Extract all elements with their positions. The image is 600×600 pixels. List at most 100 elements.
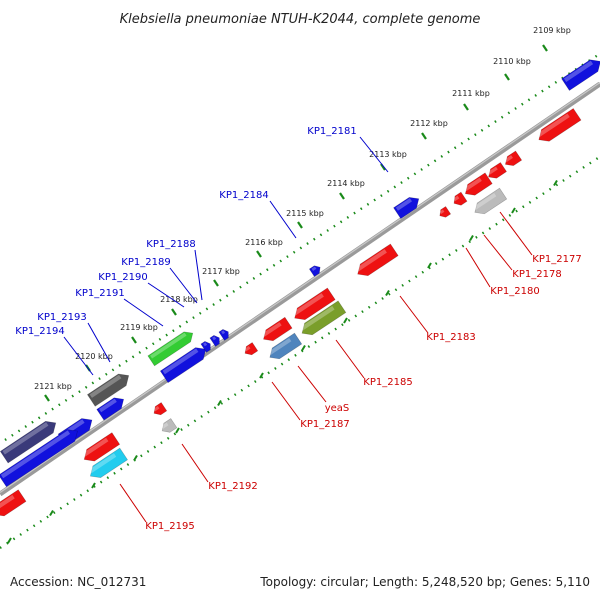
gene-fwd-2193[interactable] bbox=[96, 394, 128, 421]
forward-gene-label[interactable]: KP1_2184 bbox=[219, 190, 268, 201]
reverse-gene-label[interactable]: KP1_2178 bbox=[512, 269, 561, 280]
gene-fwd-2189[interactable] bbox=[200, 340, 213, 353]
gene-rev-small-shine bbox=[439, 209, 445, 214]
kbp-tick-mark bbox=[256, 250, 262, 258]
kbp-tick-label: 2116 kbp bbox=[245, 238, 283, 247]
gene-rev-2180[interactable] bbox=[451, 191, 468, 208]
map-title: Klebsiella pneumoniae NTUH-K2044, comple… bbox=[120, 12, 481, 27]
gene-fwd-2188-shine bbox=[162, 348, 199, 375]
gene-rev-2185b[interactable] bbox=[298, 300, 347, 339]
gene-rev-2192-shine bbox=[153, 406, 160, 412]
kbp-tick-label: 2121 kbp bbox=[34, 382, 72, 391]
gene-rev-gray-body bbox=[474, 187, 508, 215]
gene-rev-2177a-shine bbox=[537, 113, 570, 138]
gene-rev-2187b-body bbox=[244, 342, 259, 356]
gene-rev-2178a-shine bbox=[487, 166, 498, 175]
forward-gene-label[interactable]: KP1_2188 bbox=[146, 239, 195, 250]
forward-gene-label[interactable]: KP1_2189 bbox=[121, 257, 170, 268]
forward-gene-label[interactable]: KP1_2194 bbox=[15, 326, 64, 337]
leader-line bbox=[119, 483, 147, 523]
lower-tick bbox=[49, 509, 54, 517]
gene-rev-2195a[interactable] bbox=[80, 432, 121, 466]
gene-fwd-gray-body bbox=[86, 373, 130, 407]
gene-rev-2185b-shine bbox=[300, 305, 335, 331]
reverse-gene-label[interactable]: KP1_2195 bbox=[145, 521, 194, 532]
gene-fwd-2191[interactable] bbox=[218, 328, 231, 341]
gene-rev-2195a-shine bbox=[82, 437, 109, 457]
gene-rev-yeaS[interactable] bbox=[266, 332, 303, 363]
gene-rev-2185a-shine bbox=[293, 293, 324, 316]
kbp-tick-label: 2115 kbp bbox=[286, 209, 324, 218]
reverse-gene-label[interactable]: KP1_2177 bbox=[532, 254, 581, 265]
gene-rev-2195b[interactable] bbox=[86, 447, 128, 482]
gene-fwd-green[interactable] bbox=[147, 328, 196, 367]
lower-tick bbox=[7, 537, 12, 544]
gene-rev-yeaS-body bbox=[269, 332, 303, 360]
gene-fwd-2109[interactable] bbox=[561, 56, 600, 91]
gene-fwd-2191-body bbox=[218, 329, 229, 341]
lower-tick bbox=[427, 262, 432, 269]
gene-rev-2178a[interactable] bbox=[485, 162, 507, 181]
gene-rev-2192b[interactable] bbox=[159, 418, 178, 436]
gene-fwd-gray-shine bbox=[89, 374, 122, 398]
gene-rev-2177b-body bbox=[504, 150, 523, 166]
kbp-tick-label: 2111 kbp bbox=[452, 89, 490, 98]
leader-line bbox=[194, 249, 203, 301]
gene-rev-2183[interactable] bbox=[354, 243, 399, 280]
gene-fwd-2188-body bbox=[159, 347, 207, 384]
gene-fwd-2189-body bbox=[200, 341, 211, 353]
gene-rev-2180-shine bbox=[453, 195, 460, 202]
forward-gene-label[interactable]: KP1_2193 bbox=[37, 312, 86, 323]
gene-fwd-dark-body bbox=[0, 420, 57, 464]
gene-fwd-gray[interactable] bbox=[86, 370, 132, 407]
gene-fwd-long[interactable] bbox=[0, 425, 81, 488]
reverse-gene-label[interactable]: KP1_2185 bbox=[363, 377, 412, 388]
gene-fwd-long-body bbox=[0, 429, 78, 488]
gene-fwd-2181-shine bbox=[395, 198, 412, 211]
leader-line bbox=[483, 234, 513, 271]
gene-rev-2185a[interactable] bbox=[291, 287, 336, 324]
reverse-gene-label[interactable]: KP1_2192 bbox=[208, 481, 257, 492]
gene-rev-2180-body bbox=[453, 191, 468, 206]
gene-rev-2177a[interactable] bbox=[535, 108, 582, 145]
kbp-tick-label: 2112 kbp bbox=[410, 119, 448, 128]
gene-fwd-2188[interactable] bbox=[159, 343, 209, 384]
gene-rev-2195b-body bbox=[89, 447, 128, 478]
gene-rev-2183-shine bbox=[356, 249, 387, 272]
kbp-tick-label: 2114 kbp bbox=[327, 179, 365, 188]
gene-rev-2187[interactable] bbox=[260, 316, 293, 344]
leader-line bbox=[335, 339, 365, 379]
reverse-gene-label[interactable]: KP1_2183 bbox=[426, 332, 475, 343]
gene-rev-gray[interactable] bbox=[471, 187, 508, 218]
gene-rev-2187-shine bbox=[262, 322, 282, 337]
gene-rev-2177b[interactable] bbox=[502, 150, 523, 169]
reverse-gene-label[interactable]: KP1_2180 bbox=[490, 286, 539, 297]
gene-rev-2192[interactable] bbox=[151, 402, 168, 418]
kbp-tick-mark bbox=[131, 336, 137, 344]
kbp-tick-mark bbox=[44, 394, 50, 402]
forward-gene-label[interactable]: KP1_2190 bbox=[98, 272, 147, 283]
gene-rev-2185a-body bbox=[294, 287, 336, 321]
lower-tick bbox=[385, 289, 390, 297]
gene-rev-small[interactable] bbox=[437, 206, 452, 219]
lower-major-ticks bbox=[7, 179, 558, 544]
leader-line bbox=[359, 136, 389, 173]
gene-rev-2178b[interactable] bbox=[462, 172, 493, 199]
gene-rev-edge[interactable] bbox=[0, 489, 27, 520]
reverse-gene-label[interactable]: yeaS bbox=[325, 403, 350, 414]
gene-fwd-2181[interactable] bbox=[393, 193, 423, 220]
lower-tick bbox=[301, 344, 306, 352]
gene-rev-2177a-body bbox=[538, 108, 582, 142]
gene-fwd-2190[interactable] bbox=[209, 334, 222, 347]
gene-rev-2187b[interactable] bbox=[242, 342, 259, 358]
leader-line bbox=[147, 282, 185, 308]
gene-fwd-2184[interactable] bbox=[308, 263, 322, 277]
gene-fwd-dark-shine bbox=[2, 422, 49, 455]
gene-fwd-dark[interactable] bbox=[0, 417, 59, 464]
forward-gene-label[interactable]: KP1_2191 bbox=[75, 288, 124, 299]
gene-fwd-long-shine bbox=[0, 430, 71, 479]
reverse-gene-label[interactable]: KP1_2187 bbox=[300, 419, 349, 430]
gene-fwd-green-body bbox=[147, 331, 194, 367]
forward-gene-label[interactable]: KP1_2181 bbox=[307, 126, 356, 137]
